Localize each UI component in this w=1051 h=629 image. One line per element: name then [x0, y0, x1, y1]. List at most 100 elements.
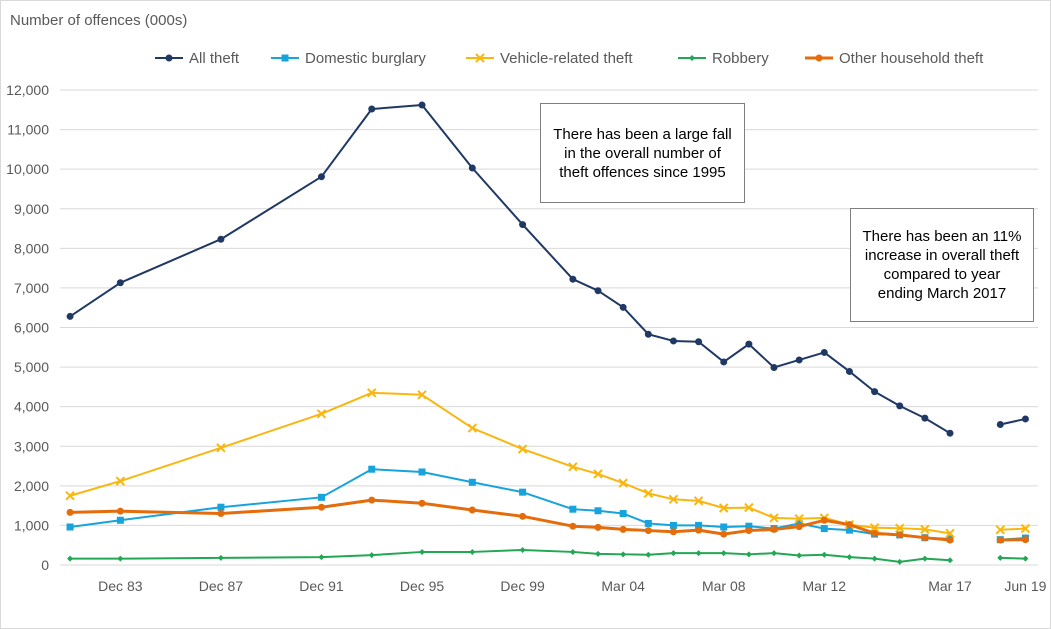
y-tick-label: 0 — [41, 557, 49, 573]
x-tick-label: Dec 91 — [299, 578, 344, 594]
data-point — [745, 341, 752, 348]
data-point — [821, 517, 828, 524]
data-point — [997, 537, 1004, 544]
data-point — [871, 530, 878, 537]
data-point — [595, 524, 602, 531]
x-tick-label: Dec 99 — [500, 578, 545, 594]
y-tick-label: 7,000 — [14, 280, 49, 296]
y-axis-ticks: 0 1,000 2,000 3,000 4,000 5,000 6,000 7,000 8,00… — [6, 82, 49, 573]
data-point — [318, 494, 325, 501]
data-point — [519, 513, 526, 520]
data-point — [595, 287, 602, 294]
y-tick-label: 3,000 — [14, 438, 49, 454]
data-point — [645, 527, 652, 534]
data-point — [318, 554, 324, 560]
data-point — [796, 356, 803, 363]
data-point — [670, 550, 676, 556]
series-line — [70, 500, 950, 540]
data-point — [645, 552, 651, 558]
data-point — [67, 524, 74, 531]
data-point — [469, 479, 476, 486]
data-point — [745, 527, 752, 534]
data-point — [468, 424, 476, 432]
data-point — [469, 506, 476, 513]
data-point — [318, 504, 325, 511]
annotation-increase-text: There has been an 11% increase in overal… — [861, 227, 1023, 303]
data-point — [595, 551, 601, 557]
data-point — [921, 534, 928, 541]
data-point — [368, 497, 375, 504]
data-point — [620, 551, 626, 557]
data-point — [947, 537, 954, 544]
data-point — [67, 313, 74, 320]
data-point — [369, 552, 375, 558]
data-point — [519, 221, 526, 228]
data-point — [519, 489, 526, 496]
data-point — [695, 338, 702, 345]
y-tick-label: 11,000 — [7, 122, 49, 138]
data-point — [117, 508, 124, 515]
annotation-large-fall-text: There has been a large fall in the overa… — [551, 125, 734, 182]
data-point — [368, 466, 375, 473]
series-other-household-theft — [67, 497, 1029, 544]
data-point — [217, 236, 224, 243]
data-point — [846, 554, 852, 560]
data-point — [721, 550, 727, 556]
data-point — [217, 510, 224, 517]
data-point — [947, 430, 954, 437]
data-point — [771, 550, 777, 556]
data-point — [67, 556, 73, 562]
y-tick-label: 4,000 — [14, 399, 49, 415]
data-point — [771, 526, 778, 533]
data-point — [796, 523, 803, 530]
data-point — [670, 337, 677, 344]
data-point — [1022, 536, 1029, 543]
data-point — [821, 525, 828, 532]
series-line — [1000, 419, 1025, 425]
y-tick-label: 9,000 — [14, 201, 49, 217]
data-point — [696, 550, 702, 556]
data-point — [595, 507, 602, 514]
series-line — [70, 469, 950, 539]
data-point — [846, 368, 853, 375]
data-point — [570, 549, 576, 555]
x-tick-label: Jun 19 — [1004, 578, 1046, 594]
y-tick-label: 10,000 — [6, 161, 49, 177]
y-tick-label: 1,000 — [14, 517, 49, 533]
data-point — [720, 531, 727, 538]
x-axis-ticks: Dec 83 Dec 87 Dec 91 Dec 95 Dec 99 Mar 04 Mar … — [98, 578, 1046, 594]
series-domestic-burglary — [67, 466, 1029, 543]
data-point — [871, 388, 878, 395]
data-point — [921, 415, 928, 422]
data-point — [469, 549, 475, 555]
y-tick-label: 6,000 — [14, 320, 49, 336]
data-point — [520, 547, 526, 553]
data-point — [922, 556, 928, 562]
data-point — [897, 559, 903, 565]
data-point — [796, 553, 802, 559]
data-point — [821, 552, 827, 558]
y-tick-label: 5,000 — [14, 359, 49, 375]
series-vehicle-related-theft — [66, 389, 1029, 538]
data-point — [318, 173, 325, 180]
x-tick-label: Dec 95 — [400, 578, 445, 594]
data-point — [746, 551, 752, 557]
data-point — [896, 402, 903, 409]
x-tick-label: Mar 17 — [928, 578, 972, 594]
data-point — [695, 527, 702, 534]
data-point — [947, 557, 953, 563]
data-point — [872, 556, 878, 562]
y-tick-label: 2,000 — [14, 478, 49, 494]
data-point — [1022, 556, 1028, 562]
data-point — [1022, 415, 1029, 422]
data-point — [217, 504, 224, 511]
data-point — [896, 531, 903, 538]
data-point — [620, 510, 627, 517]
y-tick-label: 12,000 — [6, 82, 49, 98]
data-point — [720, 524, 727, 531]
data-point — [620, 304, 627, 311]
data-point — [419, 500, 426, 507]
data-point — [419, 549, 425, 555]
y-tick-label: 8,000 — [14, 240, 49, 256]
data-point — [117, 556, 123, 562]
